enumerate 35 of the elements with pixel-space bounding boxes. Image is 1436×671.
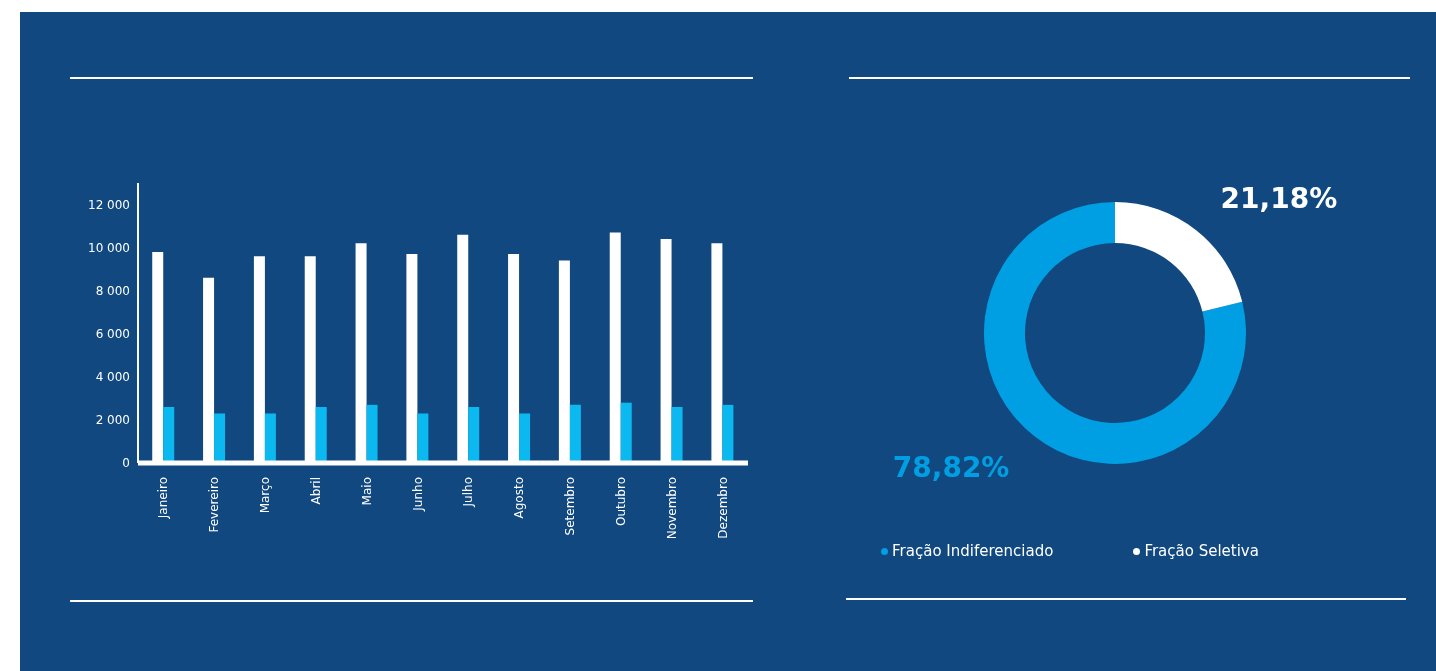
legend-label: Fração Indiferenciado [892,542,1054,560]
y-tick-label: 12 000 [88,197,130,212]
x-tick-label: Janeiro [156,477,171,520]
x-tick-label: Abril [308,477,323,505]
bar [214,413,226,463]
bar [519,413,531,463]
bar [468,407,480,463]
x-tick-label: Fevereiro [207,477,222,533]
y-tick-label: 6 000 [95,327,130,342]
bar [264,413,276,463]
bar [722,404,734,463]
x-tick-label: Novembro [664,477,679,540]
y-tick-label: 10 000 [88,240,130,255]
y-tick-label: 0 [122,456,130,471]
x-tick-label: Maio [359,477,374,506]
x-tick-label: Setembro [563,477,578,536]
y-tick-label: 4 000 [95,370,130,385]
x-tick-label: Agosto [512,477,527,519]
bar [366,404,378,463]
bar [671,407,683,463]
x-tick-label: Março [258,477,273,514]
legend-label: Fração Seletiva [1144,542,1259,560]
y-tick-label: 8 000 [95,283,130,298]
x-tick-label: Outubro [613,477,628,526]
x-tick-label: Julho [461,477,476,508]
data-label: 78,82% [892,451,1010,485]
x-tick-label: Junho [410,477,425,512]
bar [620,402,632,463]
y-tick-label: 2 000 [95,413,130,428]
bar [163,407,175,463]
bar [315,407,327,463]
x-tick-label: Dezembro [715,477,730,539]
data-label: 21,18% [1220,181,1338,215]
bar [417,413,429,463]
bar [569,404,581,463]
